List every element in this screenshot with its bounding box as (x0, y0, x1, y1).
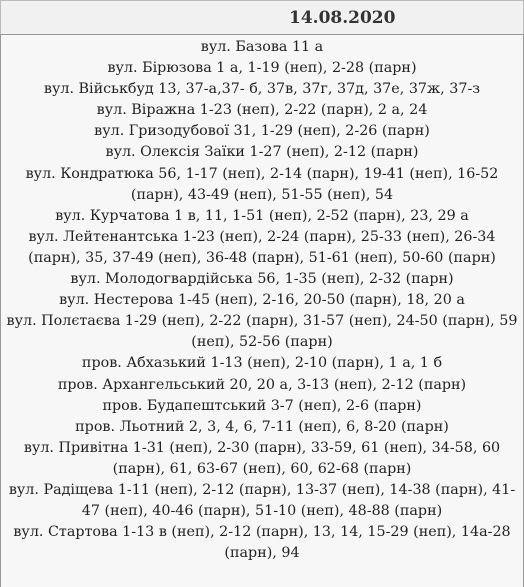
date: 14.08.2020 (289, 8, 396, 28)
street-entry: вул. Лейтенантська 1-23 (неп), 2-24 (пар… (28, 228, 496, 266)
street-entry: вул. Нестерова 1-45 (неп), 2-16, 20-50 (… (59, 292, 465, 309)
street-entry: вул. Гризодубової 31, 1-29 (неп), 2-26 (… (94, 123, 430, 140)
street-entry: пров. Льотний 2, 3, 4, 6, 7-11 (неп), 6,… (75, 418, 449, 435)
street-entry: вул. Курчатова 1 в, 11, 1-51 (неп), 2-52… (55, 207, 469, 224)
street-entry: вул. Кондратюка 56, 1-17 (неп), 2-14 (па… (25, 165, 499, 203)
street-entry: вул. Молодогвардійська 56, 1-35 (неп), 2… (70, 271, 454, 288)
street-list: вул. Базова 11 а вул. Бірюзова 1 а, 1-19 … (1, 35, 523, 564)
content-cell: вул. Базова 11 а вул. Бірюзова 1 а, 1-19 … (0, 34, 524, 587)
street-entry: пров. Будапештський 3-7 (неп), 2-6 (парн… (102, 397, 422, 414)
street-entry: вул. Привітна 1-31 (неп), 2-30 (парн), 3… (23, 439, 501, 477)
street-entry: пров. Абхазький 1-13 (неп), 2-10 (парн),… (81, 355, 443, 372)
street-entry: вул. Стартова 1-13 в (неп), 2-12 (парн),… (13, 524, 511, 562)
street-entry: вул. Радіщева 1-11 (неп), 2-12 (парн), 1… (8, 481, 516, 520)
street-entry: вул. Полєтаєва 1-29 (неп), 2-22 (парн), … (6, 313, 518, 351)
street-entry: вул. Військбуд 13, 37-а,37- б, 37в, 37г,… (43, 81, 481, 98)
street-entry: вул. Базова 11 а (200, 39, 324, 55)
street-entry: пров. Архангельський 20, 20 а, 3-13 (неп… (57, 376, 467, 393)
street-entry: вул. Олексія Заїки 1-27 (неп), 2-12 (пар… (105, 144, 419, 161)
header-row: 14.08.2020 (0, 0, 524, 35)
street-entry: вул. Віражна 1-23 (неп), 2-22 (парн), 2 … (96, 102, 428, 119)
street-entry: вул. Бірюзова 1 а, 1-19 (неп), 2-28 (пар… (107, 60, 417, 77)
